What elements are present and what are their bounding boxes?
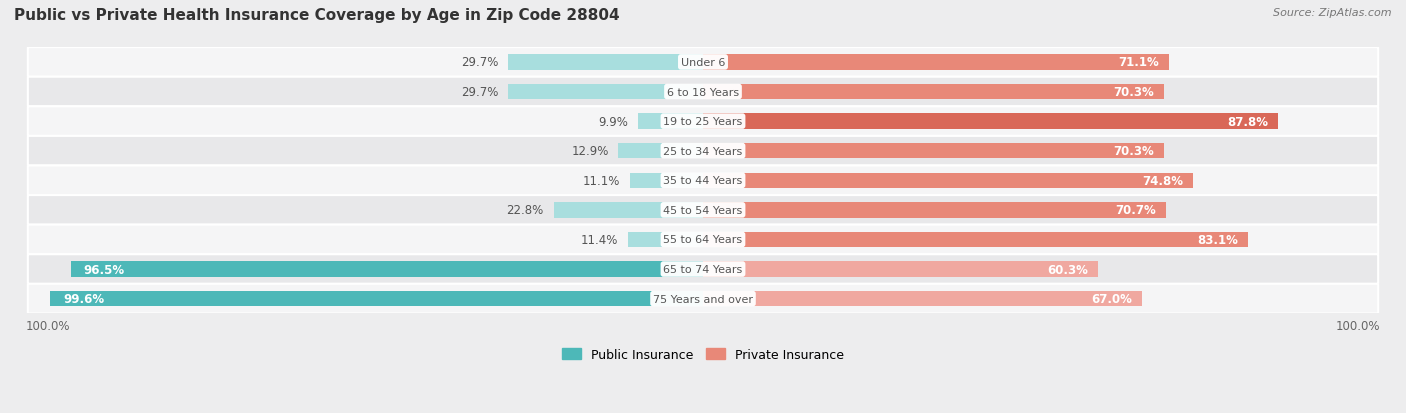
Bar [703, 144, 1164, 159]
Text: Under 6: Under 6 [681, 58, 725, 68]
Text: 65 to 74 Years: 65 to 74 Years [664, 264, 742, 274]
FancyBboxPatch shape [28, 166, 1378, 196]
FancyBboxPatch shape [28, 255, 1378, 284]
Bar [51, 291, 703, 306]
Text: 9.9%: 9.9% [599, 115, 628, 128]
Bar [638, 114, 703, 129]
Text: 87.8%: 87.8% [1227, 115, 1268, 128]
Bar [630, 173, 703, 188]
Text: 25 to 34 Years: 25 to 34 Years [664, 146, 742, 156]
Text: 71.1%: 71.1% [1118, 56, 1159, 69]
Text: 35 to 44 Years: 35 to 44 Years [664, 176, 742, 186]
Text: 29.7%: 29.7% [461, 86, 499, 99]
Bar [509, 55, 703, 71]
Bar [703, 85, 1164, 100]
Text: 29.7%: 29.7% [461, 56, 499, 69]
Text: 70.3%: 70.3% [1114, 145, 1154, 158]
Text: 55 to 64 Years: 55 to 64 Years [664, 235, 742, 245]
FancyBboxPatch shape [28, 196, 1378, 225]
FancyBboxPatch shape [28, 284, 1378, 313]
Text: 83.1%: 83.1% [1197, 233, 1237, 246]
Text: 99.6%: 99.6% [63, 292, 104, 305]
Bar [703, 114, 1278, 129]
FancyBboxPatch shape [28, 225, 1378, 255]
Text: 6 to 18 Years: 6 to 18 Years [666, 87, 740, 97]
Text: 70.7%: 70.7% [1116, 204, 1156, 217]
Text: 45 to 54 Years: 45 to 54 Years [664, 205, 742, 215]
Bar [703, 291, 1142, 306]
Bar [703, 262, 1098, 277]
Legend: Public Insurance, Private Insurance: Public Insurance, Private Insurance [557, 343, 849, 366]
Text: 67.0%: 67.0% [1091, 292, 1132, 305]
Bar [703, 173, 1194, 188]
FancyBboxPatch shape [28, 137, 1378, 166]
Text: 19 to 25 Years: 19 to 25 Years [664, 117, 742, 127]
Text: 70.3%: 70.3% [1114, 86, 1154, 99]
Text: Public vs Private Health Insurance Coverage by Age in Zip Code 28804: Public vs Private Health Insurance Cover… [14, 8, 620, 23]
FancyBboxPatch shape [28, 48, 1378, 78]
Bar [703, 203, 1166, 218]
Text: 75 Years and over: 75 Years and over [652, 294, 754, 304]
Text: 11.1%: 11.1% [583, 174, 620, 188]
Text: 12.9%: 12.9% [571, 145, 609, 158]
FancyBboxPatch shape [28, 107, 1378, 137]
Text: 22.8%: 22.8% [506, 204, 544, 217]
Bar [628, 232, 703, 247]
FancyBboxPatch shape [28, 78, 1378, 107]
Bar [554, 203, 703, 218]
Text: 96.5%: 96.5% [84, 263, 125, 276]
Text: 60.3%: 60.3% [1047, 263, 1088, 276]
Text: Source: ZipAtlas.com: Source: ZipAtlas.com [1274, 8, 1392, 18]
Bar [619, 144, 703, 159]
Text: 11.4%: 11.4% [581, 233, 619, 246]
Bar [509, 85, 703, 100]
Bar [703, 55, 1168, 71]
Bar [70, 262, 703, 277]
Text: 74.8%: 74.8% [1142, 174, 1184, 188]
Bar [703, 232, 1247, 247]
